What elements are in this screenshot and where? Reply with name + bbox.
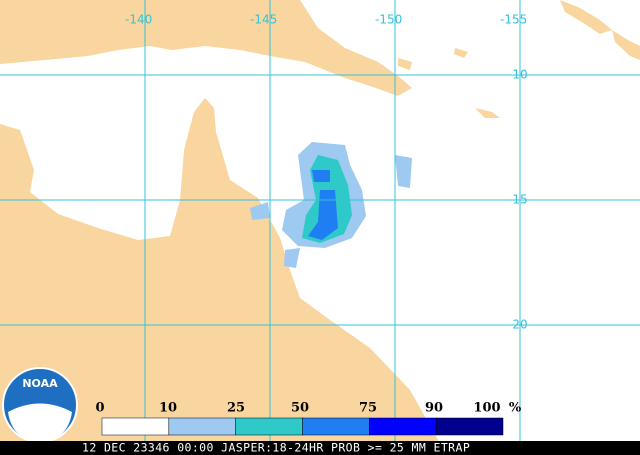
legend-swatch bbox=[168, 417, 236, 436]
legend-label: 0 bbox=[95, 401, 104, 416]
legend-label: 90 bbox=[425, 401, 443, 416]
precip-10 bbox=[250, 202, 270, 220]
latitude-label: -10 bbox=[508, 68, 528, 82]
legend-label: 75 bbox=[359, 401, 377, 416]
land bbox=[0, 0, 412, 96]
legend-swatch bbox=[369, 417, 437, 436]
island bbox=[612, 30, 640, 60]
legend-label: 100 bbox=[473, 401, 500, 416]
latitude-label: -20 bbox=[508, 318, 528, 332]
legend: 0 10 25 50 75 90 100% bbox=[95, 401, 522, 436]
island bbox=[398, 58, 412, 70]
legend-swatch bbox=[235, 417, 303, 436]
island bbox=[70, 4, 85, 12]
latitude-label: -15 bbox=[508, 193, 528, 207]
logo-text: NOAA bbox=[22, 377, 58, 390]
longitude-label: -150 bbox=[375, 13, 402, 27]
graticule: -140 -145 -150 -155 -10 -15 -20 bbox=[0, 0, 640, 441]
longitude-label: -145 bbox=[250, 13, 277, 27]
island bbox=[454, 48, 468, 58]
precip-50 bbox=[308, 190, 338, 240]
island bbox=[475, 108, 500, 118]
longitude-label: -140 bbox=[125, 13, 152, 27]
footer-text: 12 DEC 23346 00:00 JASPER:18-24HR PROB >… bbox=[82, 441, 470, 455]
precip-10 bbox=[284, 248, 300, 268]
legend-label: 25 bbox=[227, 401, 245, 416]
legend-label: 10 bbox=[159, 401, 177, 416]
legend-swatch bbox=[435, 417, 504, 436]
land bbox=[0, 98, 442, 455]
logo-wave bbox=[8, 403, 72, 442]
island bbox=[560, 0, 612, 34]
precip-10 bbox=[395, 155, 412, 188]
legend-label: 50 bbox=[291, 401, 309, 416]
legend-swatch bbox=[101, 417, 170, 436]
legend-unit: % bbox=[509, 401, 522, 416]
precip-50 bbox=[312, 170, 330, 182]
legend-swatch bbox=[302, 417, 370, 436]
longitude-label: -155 bbox=[500, 13, 527, 27]
footer-bar bbox=[0, 441, 640, 455]
